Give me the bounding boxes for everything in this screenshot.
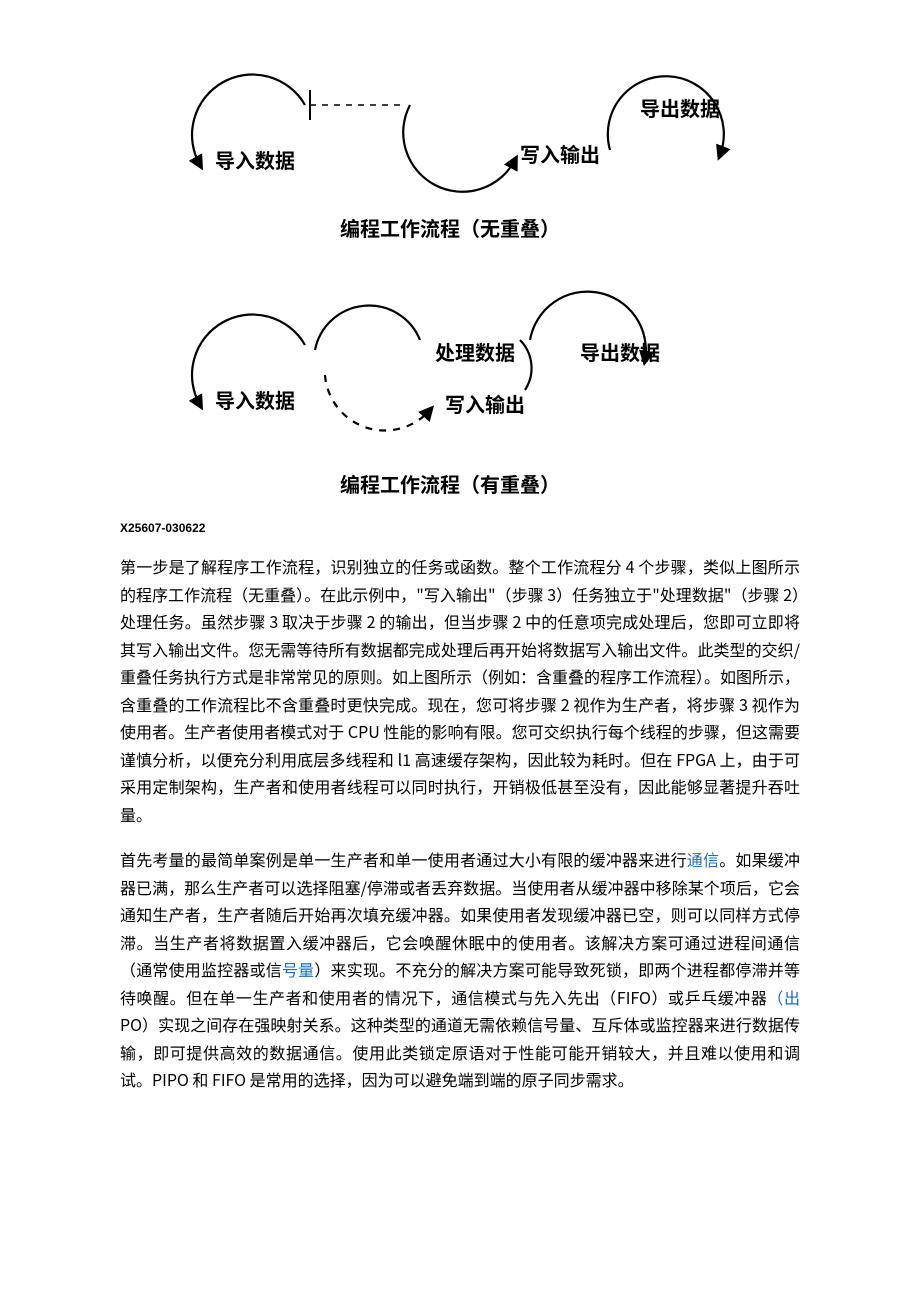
top-node-1: 导入数据 xyxy=(215,145,295,174)
caption-bottom: 编程工作流程（有重叠） xyxy=(340,469,560,498)
bottom-node-2a: 处理数据 xyxy=(435,337,515,366)
link-semaphore[interactable]: 号量 xyxy=(282,957,314,981)
bottom-node-1: 导入数据 xyxy=(215,385,295,414)
paragraph-2: 首先考量的最简单案例是单一生产者和单一使用者通过大小有限的缓冲器来进行通信。如果… xyxy=(120,846,800,1094)
top-node-2: 写入输出 xyxy=(520,139,600,168)
link-communication[interactable]: 通信 xyxy=(687,847,719,871)
workflow-diagram: 导入数据 写入输出 导出数据 编程工作流程（无重叠） 导入数据 处理数据 写入输… xyxy=(120,40,800,515)
p2-post: PO）实现之间存在强映射关系。这种类型的通道无需依赖信号量、互斥体或监控器来进行… xyxy=(120,1012,800,1091)
workflow-svg: 导入数据 写入输出 导出数据 编程工作流程（无重叠） 导入数据 处理数据 写入输… xyxy=(120,40,800,510)
figure-id: X25607-030622 xyxy=(120,521,800,535)
bottom-node-2b: 写入输出 xyxy=(445,389,525,418)
paragraph-1: 第一步是了解程序工作流程，识别独立的任务或函数。整个工作流程分 4 个步骤，类似… xyxy=(120,553,800,828)
top-node-3: 导出数据 xyxy=(640,93,720,122)
p2-pre: 首先考量的最简单案例是单一生产者和单一使用者通过大小有限的缓冲器来进行 xyxy=(120,847,687,871)
link-pipo[interactable]: （出 xyxy=(767,985,800,1009)
bottom-node-3: 导出数据 xyxy=(580,337,660,366)
caption-top: 编程工作流程（无重叠） xyxy=(340,213,560,242)
